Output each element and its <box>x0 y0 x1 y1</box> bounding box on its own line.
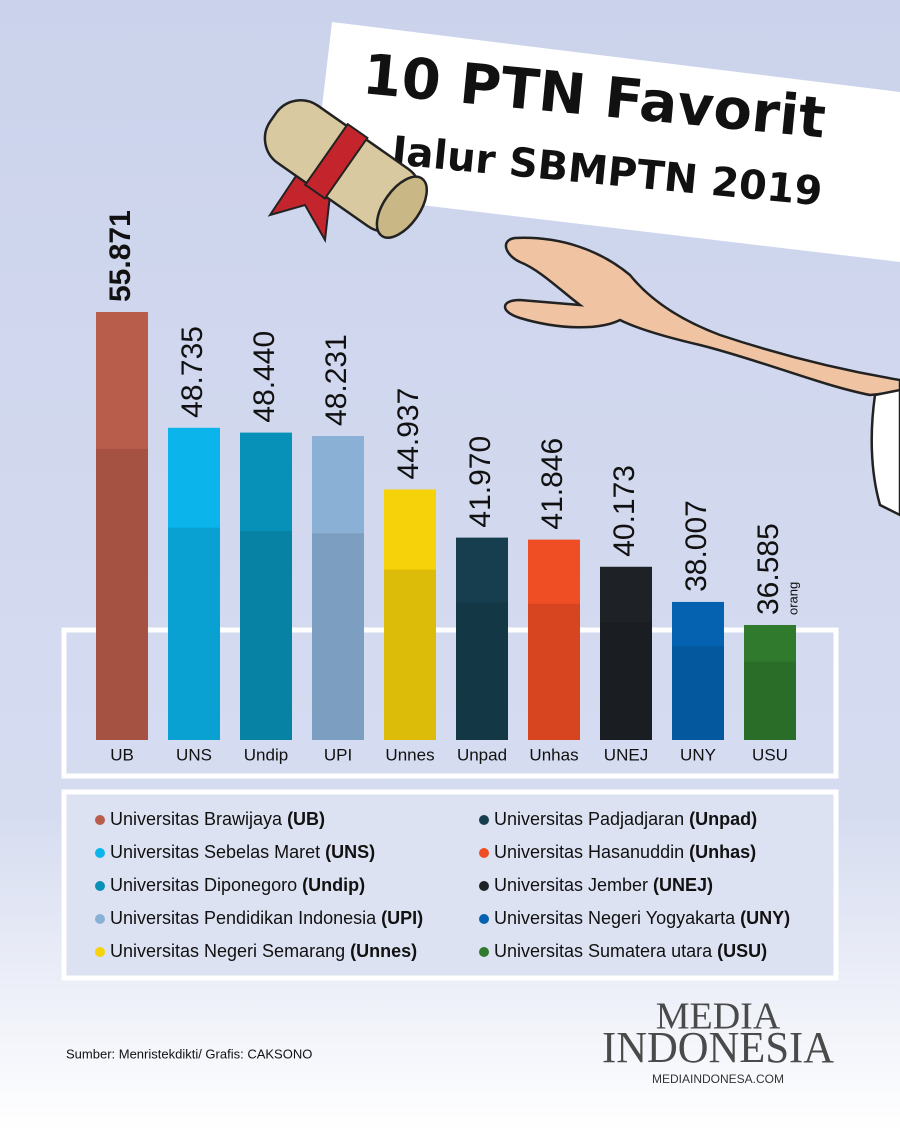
legend-entry: Universitas Diponegoro (Undip) <box>110 875 365 895</box>
x-tick-label: Unhas <box>529 745 578 764</box>
legend-entry: Universitas Padjadjaran (Unpad) <box>494 809 757 829</box>
legend-name: Universitas Negeri Semarang <box>110 941 345 961</box>
logo: MEDIA INDONESIA MEDIAINDONESA.COM <box>602 996 834 1086</box>
bar <box>600 566 652 740</box>
legend: Universitas Brawijaya (UB) Universitas Seb… <box>95 809 790 961</box>
bar-shade <box>240 530 292 740</box>
legend-name: Universitas Pendidikan Indonesia <box>110 908 377 928</box>
logo-line1: MEDIA <box>656 996 781 1038</box>
bars: 55.871 UB 48.735 UNS 48.440 Undip 48.231 UPI 44.… <box>96 210 800 764</box>
x-tick-label: UPI <box>324 745 352 764</box>
x-tick-label: Undip <box>244 745 288 764</box>
legend-abbr: (Undip) <box>302 875 365 895</box>
value-label: 48.231 <box>320 334 353 426</box>
legend-name: Universitas Brawijaya <box>110 809 283 829</box>
legend-entry: Universitas Sebelas Maret (UNS) <box>110 842 375 862</box>
bar-shade <box>96 448 148 740</box>
legend-abbr: (UB) <box>287 809 325 829</box>
logo-line2: INDONESIA <box>602 1023 834 1072</box>
bar <box>312 435 364 740</box>
legend-swatch <box>479 815 489 825</box>
bar-shade <box>168 527 220 740</box>
legend-abbr: (USU) <box>717 941 767 961</box>
legend-abbr: (Unhas) <box>689 842 756 862</box>
legend-entry: Universitas Hasanuddin (Unhas) <box>494 842 756 862</box>
x-tick-label: UNEJ <box>604 745 648 764</box>
legend-entry: Universitas Pendidikan Indonesia (UPI) <box>110 908 423 928</box>
bar <box>744 625 796 740</box>
bar-shade <box>528 603 580 740</box>
legend-entry: Universitas Jember (UNEJ) <box>494 875 713 895</box>
legend-name: Universitas Sebelas Maret <box>110 842 320 862</box>
legend-abbr: (UNEJ) <box>653 875 713 895</box>
value-label: 41.970 <box>464 436 497 528</box>
legend-swatch <box>95 848 105 858</box>
legend-name: Universitas Padjadjaran <box>494 809 684 829</box>
legend-abbr: (Unnes) <box>350 941 417 961</box>
bar <box>528 539 580 740</box>
legend-swatch <box>479 914 489 924</box>
bar-shade <box>384 569 436 740</box>
legend-box <box>61 789 839 981</box>
value-label: 40.173 <box>608 465 641 557</box>
legend-abbr: (Unpad) <box>689 809 757 829</box>
bar-frame <box>61 627 839 779</box>
x-tick-label: UNS <box>176 745 212 764</box>
unit-note: orang <box>785 582 800 615</box>
legend-abbr: (UNY) <box>740 908 790 928</box>
legend-swatch <box>479 947 489 957</box>
legend-name: Universitas Hasanuddin <box>494 842 684 862</box>
legend-entry: Universitas Negeri Semarang (Unnes) <box>110 941 417 961</box>
bar-shade <box>312 533 364 740</box>
legend-name: Universitas Sumatera utara <box>494 941 713 961</box>
legend-name: Universitas Jember <box>494 875 648 895</box>
value-label: 38.007 <box>680 500 713 592</box>
x-tick-label: Unnes <box>385 745 434 764</box>
legend-swatch <box>95 914 105 924</box>
x-tick-label: Unpad <box>457 745 507 764</box>
legend-swatch <box>95 881 105 891</box>
bar <box>456 537 508 740</box>
value-label: 48.440 <box>248 331 281 423</box>
legend-abbr: (UPI) <box>381 908 423 928</box>
hand-illustration <box>503 236 900 517</box>
x-tick-label: UB <box>110 745 134 764</box>
bar <box>168 427 220 740</box>
bar <box>672 601 724 740</box>
x-tick-label: USU <box>752 745 788 764</box>
value-label: 44.937 <box>392 388 425 480</box>
value-label: 55.871 <box>104 210 137 302</box>
legend-swatch <box>95 815 105 825</box>
bar-shade <box>456 602 508 740</box>
logo-url: MEDIAINDONESA.COM <box>652 1072 784 1086</box>
legend-swatch <box>479 881 489 891</box>
bar-shade <box>672 646 724 740</box>
legend-swatch <box>95 947 105 957</box>
scroll-illustration <box>263 99 429 244</box>
legend-abbr: (UNS) <box>325 842 375 862</box>
bar-shade <box>600 622 652 740</box>
legend-entry: Universitas Sumatera utara (USU) <box>494 941 767 961</box>
legend-swatch <box>479 848 489 858</box>
bar <box>384 489 436 740</box>
legend-name: Universitas Negeri Yogyakarta <box>494 908 736 928</box>
source-note: Sumber: Menristekdikti/ Grafis: CAKSONO <box>66 1046 312 1061</box>
legend-name: Universitas Diponegoro <box>110 875 297 895</box>
bar <box>240 432 292 740</box>
x-tick-label: UNY <box>680 745 716 764</box>
value-label: 41.846 <box>536 438 569 530</box>
title-banner <box>312 22 900 262</box>
bar <box>96 312 148 740</box>
value-label: 36.585 <box>752 523 785 615</box>
legend-entry: Universitas Brawijaya (UB) <box>110 809 325 829</box>
legend-entry: Universitas Negeri Yogyakarta (UNY) <box>494 908 790 928</box>
bar-shade <box>744 661 796 740</box>
value-label: 48.735 <box>176 326 209 418</box>
